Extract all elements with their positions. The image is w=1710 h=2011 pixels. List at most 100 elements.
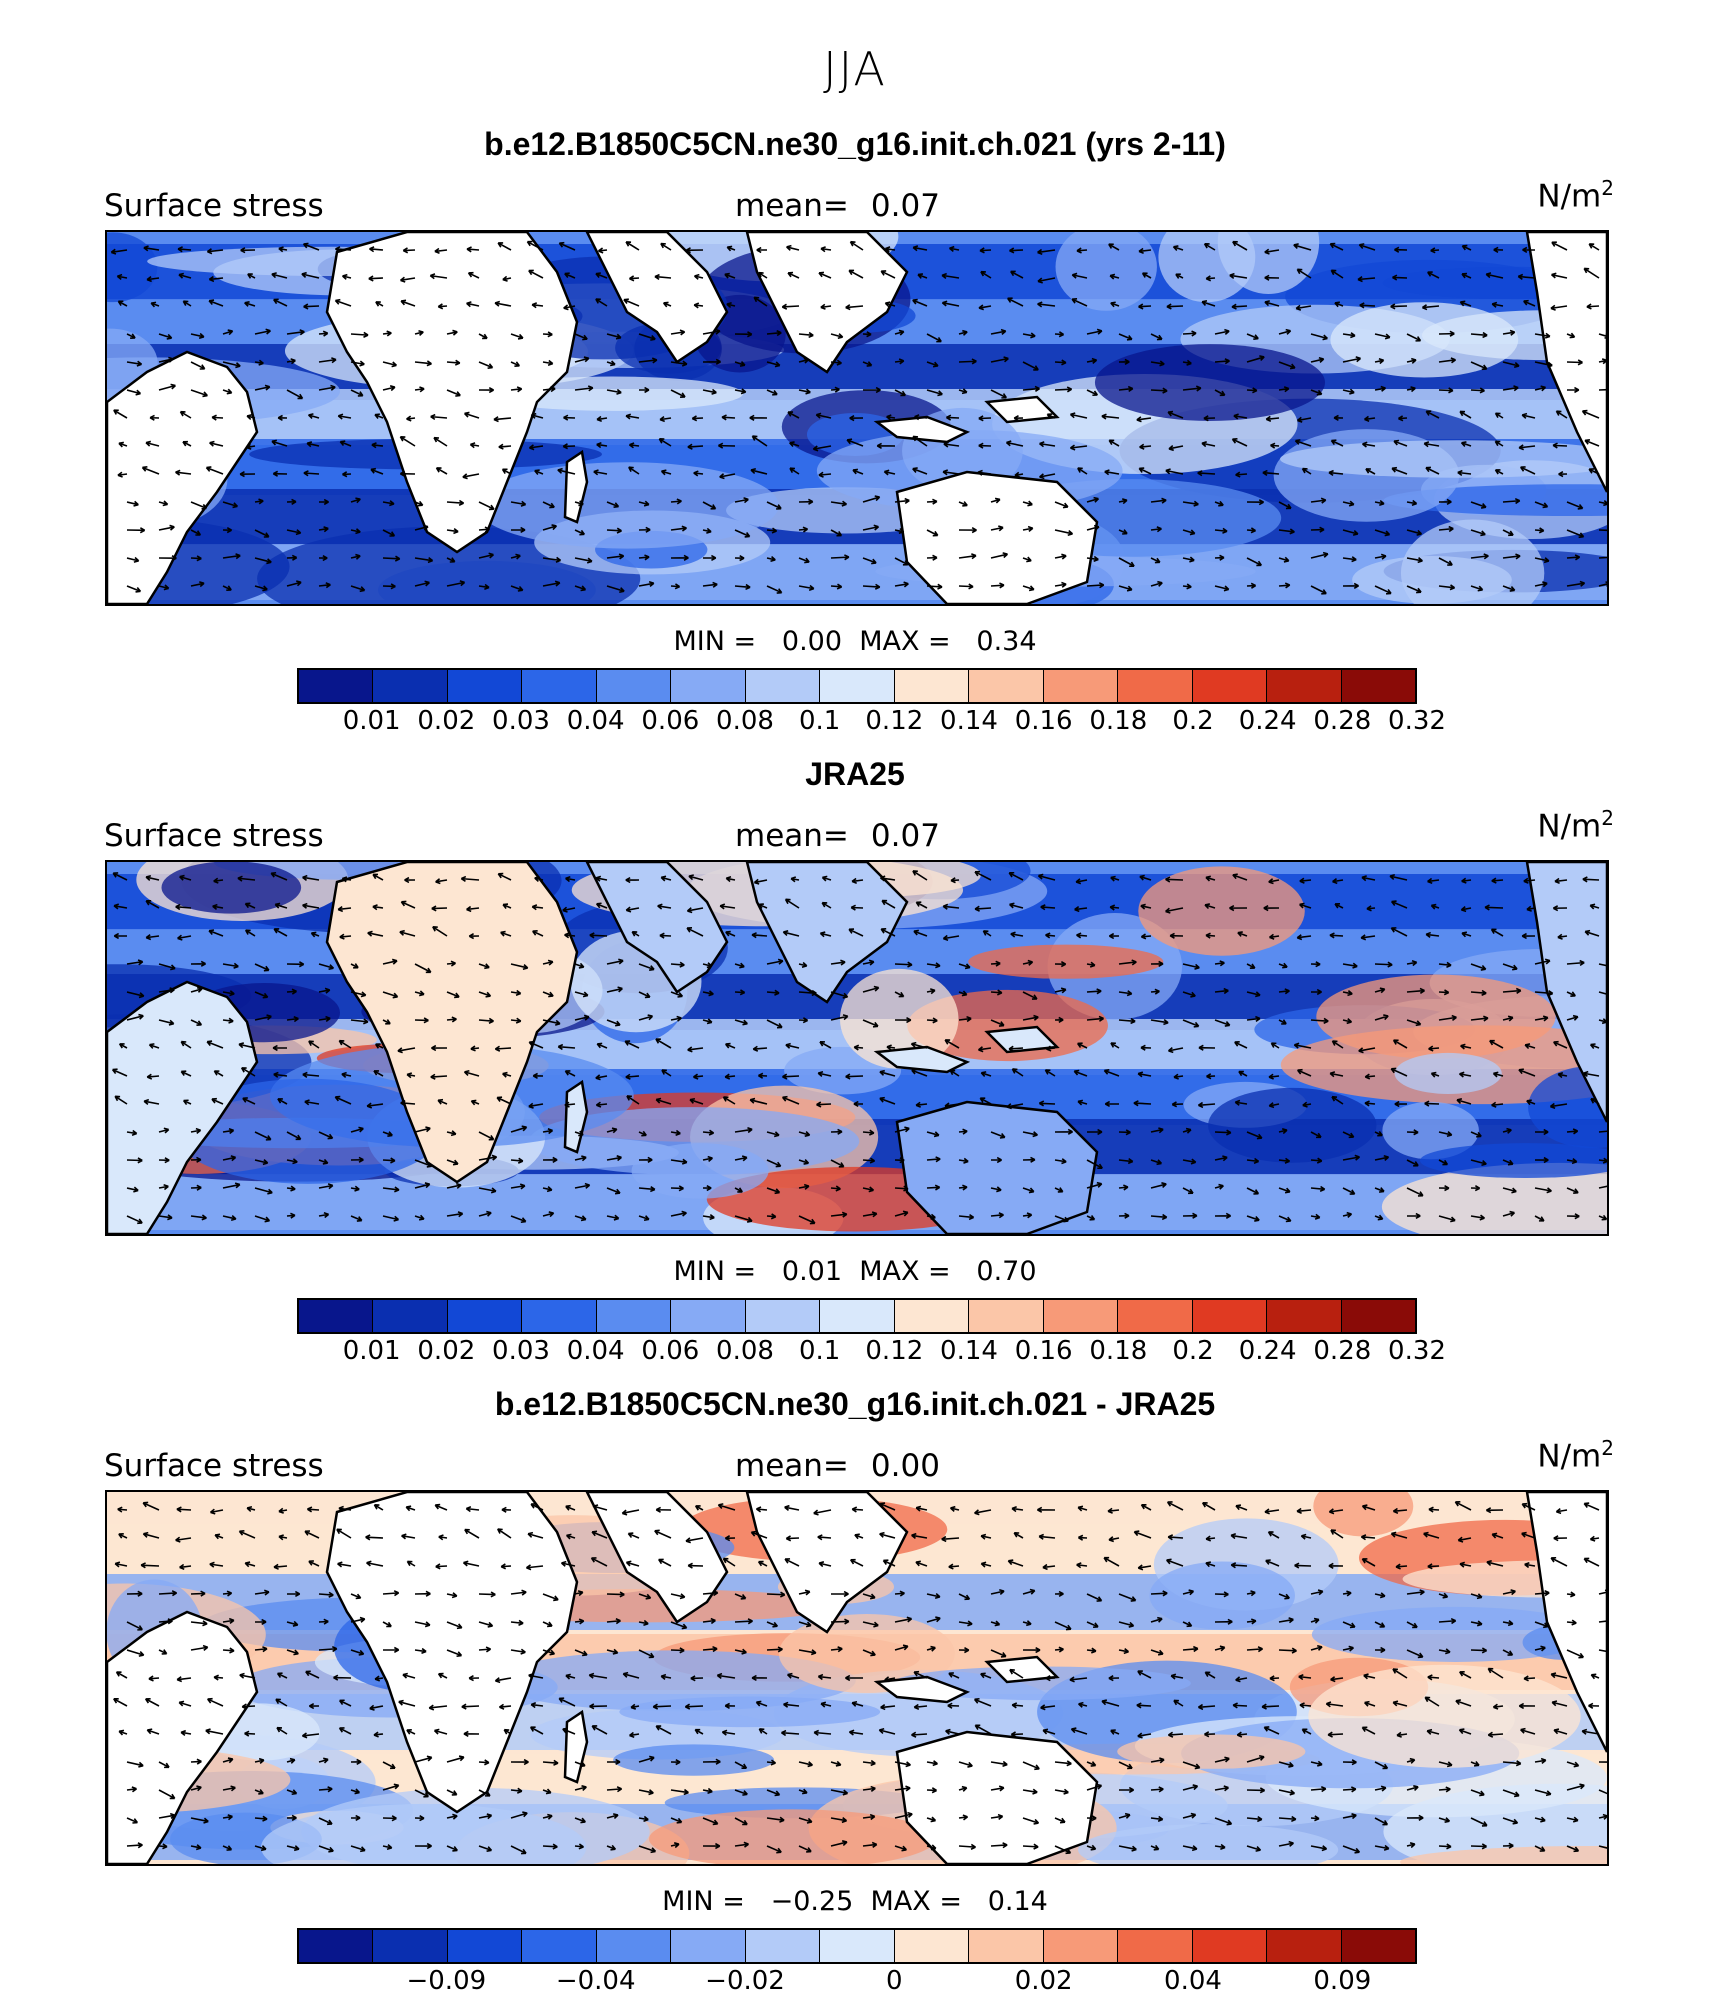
colorbar-box bbox=[596, 1930, 672, 1962]
colorbar-box bbox=[820, 1930, 895, 1962]
colorbar-tick-label: 0.18 bbox=[1089, 706, 1148, 736]
colorbar-box bbox=[1267, 670, 1342, 702]
colorbar-box bbox=[1043, 1930, 1119, 1962]
colorbar-box bbox=[1118, 1930, 1193, 1962]
colorbar-tick-label: −0.04 bbox=[555, 1966, 636, 1996]
panel-obs: JRA25 Surface stress mean= 0.07 N/m2 MIN … bbox=[0, 756, 1710, 1376]
colorbar-box bbox=[1341, 1930, 1416, 1962]
variable-label: Surface stress bbox=[104, 818, 324, 854]
colorbar-tick-label: 0.1 bbox=[798, 1336, 841, 1366]
colorbar-box bbox=[373, 1300, 448, 1332]
colorbar-box bbox=[1043, 1300, 1119, 1332]
mean-readout: mean= 0.07 bbox=[735, 188, 940, 224]
colorbar-tick-label: 0.16 bbox=[1014, 706, 1073, 736]
colorbar-tick-label: 0.14 bbox=[940, 1336, 998, 1366]
colorbar-tick-label: 0.08 bbox=[716, 706, 774, 736]
colorbar-box bbox=[447, 1300, 523, 1332]
coastline bbox=[984, 1025, 1060, 1054]
colorbar-box bbox=[522, 1300, 597, 1332]
units-label: N/m2 bbox=[1537, 806, 1614, 845]
panel-diff: b.e12.B1850C5CN.ne30_g16.init.ch.021 - J… bbox=[0, 1386, 1710, 2006]
coastline bbox=[895, 1730, 1099, 1864]
colorbar bbox=[297, 1928, 1417, 1964]
coastline bbox=[325, 862, 579, 1184]
colorbar-tick-label: −0.02 bbox=[705, 1966, 785, 1996]
colorbar-tick-label: 0.09 bbox=[1313, 1966, 1372, 1996]
colorbar-box bbox=[373, 670, 448, 702]
colorbar bbox=[297, 668, 1417, 704]
colorbar-tick-label: 0.24 bbox=[1238, 706, 1297, 736]
colorbar-box bbox=[299, 670, 374, 702]
coastline bbox=[585, 862, 729, 994]
season-title: JJA bbox=[823, 42, 887, 96]
colorbar-tick-label: 0.01 bbox=[342, 706, 401, 736]
colorbar-box bbox=[1043, 670, 1119, 702]
coastline bbox=[745, 232, 909, 374]
colorbar-labels: 0.01 0.02 0.03 0.04 0.06 0.08 0.1 0.12 0.14 0.16 0… bbox=[297, 706, 1446, 740]
map-plot[interactable] bbox=[105, 1490, 1609, 1866]
colorbar-box bbox=[299, 1300, 374, 1332]
map-plot[interactable] bbox=[105, 860, 1609, 1236]
coastline bbox=[585, 1492, 729, 1624]
colorbar-box bbox=[671, 1930, 746, 1962]
colorbar-box bbox=[1192, 1930, 1268, 1962]
coastline bbox=[745, 1492, 909, 1634]
colorbar-box bbox=[969, 1930, 1044, 1962]
colorbar-box bbox=[1341, 1300, 1416, 1332]
colorbar-tick-label: 0.1 bbox=[798, 706, 841, 736]
colorbar-box bbox=[1192, 670, 1268, 702]
coastline bbox=[895, 1100, 1099, 1234]
coastline bbox=[563, 1079, 589, 1154]
colorbar-tick-label: 0.28 bbox=[1313, 1336, 1372, 1366]
colorbar-box bbox=[820, 1300, 895, 1332]
colorbar-box bbox=[1267, 1930, 1342, 1962]
coastline bbox=[745, 862, 909, 1004]
colorbar-tick-label: 0.03 bbox=[492, 706, 550, 736]
coastline bbox=[873, 1675, 971, 1704]
colorbar-tick-label: 0.02 bbox=[1014, 1966, 1073, 1996]
colorbar-box bbox=[299, 1930, 374, 1962]
coastline bbox=[107, 980, 259, 1234]
coastline bbox=[895, 470, 1099, 604]
colorbar-box bbox=[894, 1930, 970, 1962]
colorbar-tick-label: 0.01 bbox=[342, 1336, 401, 1366]
colorbar-tick-label: 0.28 bbox=[1313, 706, 1372, 736]
coastline bbox=[107, 350, 259, 604]
colorbar-box bbox=[969, 1300, 1044, 1332]
colorbar-box bbox=[447, 670, 523, 702]
coastline bbox=[984, 1655, 1060, 1684]
colorbar-tick-label: 0.04 bbox=[566, 1336, 625, 1366]
panel-title: b.e12.B1850C5CN.ne30_g16.init.ch.021 (yr… bbox=[484, 126, 1226, 162]
colorbar-tick-label: 0.12 bbox=[865, 1336, 924, 1366]
panel-title: JRA25 bbox=[805, 756, 905, 792]
colorbar-tick-label: 0.03 bbox=[492, 1336, 550, 1366]
coastline bbox=[984, 395, 1060, 424]
panel-title: b.e12.B1850C5CN.ne30_g16.init.ch.021 - J… bbox=[494, 1386, 1216, 1422]
colorbar-tick-label: 0.08 bbox=[716, 1336, 774, 1366]
colorbar-box bbox=[1192, 1300, 1268, 1332]
colorbar-tick-label: 0.04 bbox=[566, 706, 625, 736]
colorbar-tick-label: 0.12 bbox=[865, 706, 924, 736]
min-max-readout: MIN = 0.00 MAX = 0.34 bbox=[673, 626, 1037, 657]
colorbar-tick-label: 0.14 bbox=[940, 706, 998, 736]
mean-readout: mean= 0.07 bbox=[735, 818, 940, 854]
colorbar-tick-label: −0.09 bbox=[406, 1966, 487, 1996]
min-max-readout: MIN = 0.01 MAX = 0.70 bbox=[673, 1256, 1037, 1287]
colorbar-labels: −0.09 −0.04 −0.02 0 0.02 0.04 0.09 bbox=[297, 1966, 1417, 2000]
colorbar-tick-label: 0.06 bbox=[641, 706, 700, 736]
colorbar-box bbox=[522, 1930, 597, 1962]
colorbar-tick-label: 0.24 bbox=[1238, 1336, 1297, 1366]
colorbar-box bbox=[596, 1300, 672, 1332]
colorbar-box bbox=[745, 1930, 821, 1962]
map-plot[interactable] bbox=[105, 230, 1609, 606]
colorbar-tick-label: 0.2 bbox=[1172, 1336, 1214, 1366]
colorbar-tick-label: 0.16 bbox=[1014, 1336, 1073, 1366]
colorbar-box bbox=[522, 670, 597, 702]
colorbar-tick-label: 0 bbox=[886, 1966, 903, 1996]
colorbar-box bbox=[447, 1930, 523, 1962]
units-label: N/m2 bbox=[1537, 176, 1614, 215]
coastline bbox=[585, 232, 729, 364]
colorbar-box bbox=[1267, 1300, 1342, 1332]
colorbar-box bbox=[745, 670, 821, 702]
colorbar-labels: 0.01 0.02 0.03 0.04 0.06 0.08 0.1 0.12 0.14 0.16 0… bbox=[297, 1336, 1446, 1370]
